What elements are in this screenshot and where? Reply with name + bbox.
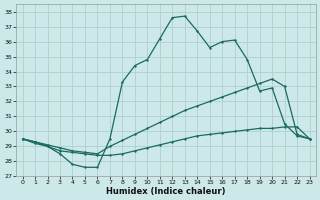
X-axis label: Humidex (Indice chaleur): Humidex (Indice chaleur) [106,187,226,196]
